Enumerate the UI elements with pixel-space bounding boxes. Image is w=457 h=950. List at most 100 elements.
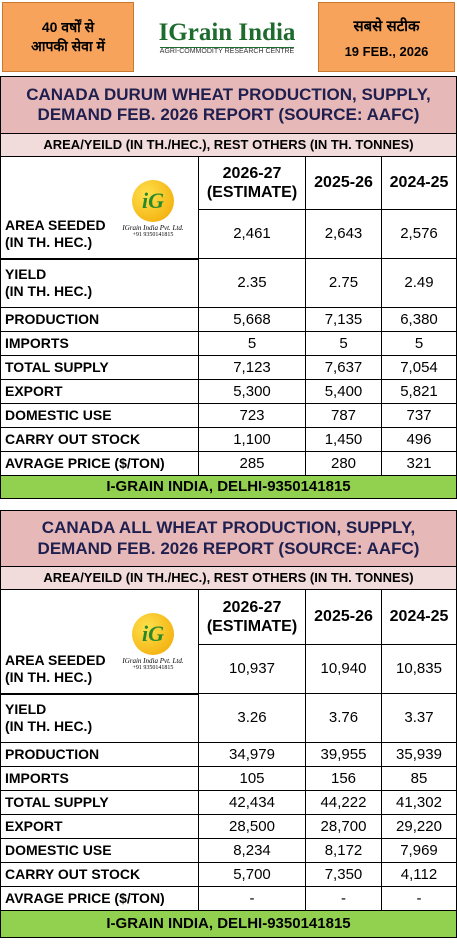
table-subtitle: AREA/YEILD (IN TH./HEC.), REST OTHERS (I… <box>0 566 457 590</box>
value-cell: 34,979 <box>198 742 306 767</box>
column-header: 2024-25 <box>381 589 457 645</box>
logo-name: IGrain India Pvt. Ltd. <box>122 224 184 232</box>
left-banner: 40 वर्षों से आपकी सेवा में <box>2 2 134 72</box>
value-cell: 8,172 <box>305 838 382 863</box>
value-cell: 496 <box>381 427 457 452</box>
value-cell: 7,969 <box>381 838 457 863</box>
value-cell: 7,350 <box>305 862 382 887</box>
value-cell: 7,054 <box>381 355 457 380</box>
value-cell: 28,700 <box>305 814 382 839</box>
value-cell: 5,668 <box>198 307 306 332</box>
label-line: PRODUCTION <box>5 746 100 763</box>
label-line: PRODUCTION <box>5 311 100 328</box>
row-label: AREA SEEDED (IN TH. HEC.) <box>0 644 199 694</box>
logo-badge: iG <box>132 180 174 222</box>
column-header: 2024-25 <box>381 156 457 210</box>
value-cell: 44,222 <box>305 790 382 815</box>
label-line: IMPORTS <box>5 770 69 787</box>
value-cell: - <box>198 886 306 911</box>
row-label: YIELD (IN TH. HEC.) <box>0 258 199 308</box>
logo-phone: +91 9350141815 <box>132 665 174 671</box>
row-label: PRODUCTION <box>0 307 199 332</box>
value-cell: 787 <box>305 403 382 428</box>
value-cell: 6,380 <box>381 307 457 332</box>
label-line: (IN TH. HEC.) <box>5 668 93 685</box>
row-label: TOTAL SUPPLY <box>0 355 199 380</box>
label-line: IMPORTS <box>5 335 69 352</box>
table-logo: iG IGrain India Pvt. Ltd. +91 9350141815 <box>108 180 198 238</box>
table-title: CANADA ALL WHEAT PRODUCTION, SUPPLY, DEM… <box>0 510 457 567</box>
value-cell: 5,700 <box>198 862 306 887</box>
banner-text: 40 वर्षों से <box>41 19 95 35</box>
value-cell: 2.75 <box>305 258 382 308</box>
logo-name: IGrain India Pvt. Ltd. <box>122 657 184 665</box>
table-subtitle: AREA/YEILD (IN TH./HEC.), REST OTHERS (I… <box>0 133 457 157</box>
table-footer: I-GRAIN INDIA, DELHI-9350141815 <box>0 910 457 938</box>
column-header: 2026-27 (ESTIMATE) <box>198 589 306 645</box>
value-cell: 321 <box>381 451 457 476</box>
report-date: 19 FEB., 2026 <box>344 43 429 59</box>
row-label: DOMESTIC USE <box>0 403 199 428</box>
label-line: EXPORT <box>5 818 63 835</box>
table-logo: iG IGrain India Pvt. Ltd. +91 9350141815 <box>108 613 198 671</box>
label-line: YIELD <box>5 266 47 283</box>
column-header: 2025-26 <box>305 589 382 645</box>
value-cell: 280 <box>305 451 382 476</box>
row-label: EXPORT <box>0 379 199 404</box>
value-cell: 7,123 <box>198 355 306 380</box>
value-cell: 10,937 <box>198 644 306 694</box>
value-cell: 2,643 <box>305 209 382 259</box>
value-cell: 4,112 <box>381 862 457 887</box>
value-cell: 39,955 <box>305 742 382 767</box>
row-label: CARRY OUT STOCK <box>0 427 199 452</box>
row-label: IMPORTS <box>0 331 199 356</box>
label-line: DOMESTIC USE <box>5 842 112 859</box>
row-label: YIELD (IN TH. HEC.) <box>0 693 199 743</box>
value-cell: 2.35 <box>198 258 306 308</box>
table-title: CANADA DURUM WHEAT PRODUCTION, SUPPLY, D… <box>0 76 457 134</box>
value-cell: 156 <box>305 766 382 791</box>
label-line: EXPORT <box>5 383 63 400</box>
value-cell: 5,300 <box>198 379 306 404</box>
value-cell: 10,835 <box>381 644 457 694</box>
value-cell: 28,500 <box>198 814 306 839</box>
value-cell: 285 <box>198 451 306 476</box>
right-banner: सबसे सटीक 19 FEB., 2026 <box>318 2 455 72</box>
value-cell: 85 <box>381 766 457 791</box>
value-cell: 5 <box>305 331 382 356</box>
label-line: AREA SEEDED <box>5 216 106 233</box>
column-header: 2026-27 (ESTIMATE) <box>198 156 306 210</box>
logo-badge: iG <box>132 613 174 655</box>
value-cell: 1,450 <box>305 427 382 452</box>
value-cell: 7,637 <box>305 355 382 380</box>
label-line: (IN TH. HEC.) <box>5 718 93 734</box>
value-cell: 29,220 <box>381 814 457 839</box>
label-line: (IN TH. HEC.) <box>5 233 93 250</box>
value-cell: 3.76 <box>305 693 382 743</box>
value-cell: 41,302 <box>381 790 457 815</box>
label-line: AVRAGE PRICE ($/TON) <box>5 890 165 907</box>
label-line: TOTAL SUPPLY <box>5 794 109 811</box>
value-cell: 5,400 <box>305 379 382 404</box>
row-label: CARRY OUT STOCK <box>0 862 199 887</box>
value-cell: 5 <box>198 331 306 356</box>
value-cell: 3.37 <box>381 693 457 743</box>
value-cell: 10,940 <box>305 644 382 694</box>
row-label: TOTAL SUPPLY <box>0 790 199 815</box>
value-cell: 5 <box>381 331 457 356</box>
row-label: PRODUCTION <box>0 742 199 767</box>
logo-phone: +91 9350141815 <box>132 232 174 238</box>
label-line: (IN TH. HEC.) <box>5 283 93 299</box>
value-cell: - <box>381 886 457 911</box>
logo-text: IGrain India <box>158 19 296 46</box>
banner-text: सबसे सटीक <box>353 17 420 35</box>
logo-tagline: AGRI-COMMODITY RESEARCH CENTRE <box>159 47 295 55</box>
label-line: AVRAGE PRICE ($/TON) <box>5 455 165 472</box>
label-line: DOMESTIC USE <box>5 407 112 424</box>
value-cell: 2,461 <box>198 209 306 259</box>
row-label: EXPORT <box>0 814 199 839</box>
value-cell: 2.49 <box>381 258 457 308</box>
value-cell: 5,821 <box>381 379 457 404</box>
row-label: AVRAGE PRICE ($/TON) <box>0 451 199 476</box>
